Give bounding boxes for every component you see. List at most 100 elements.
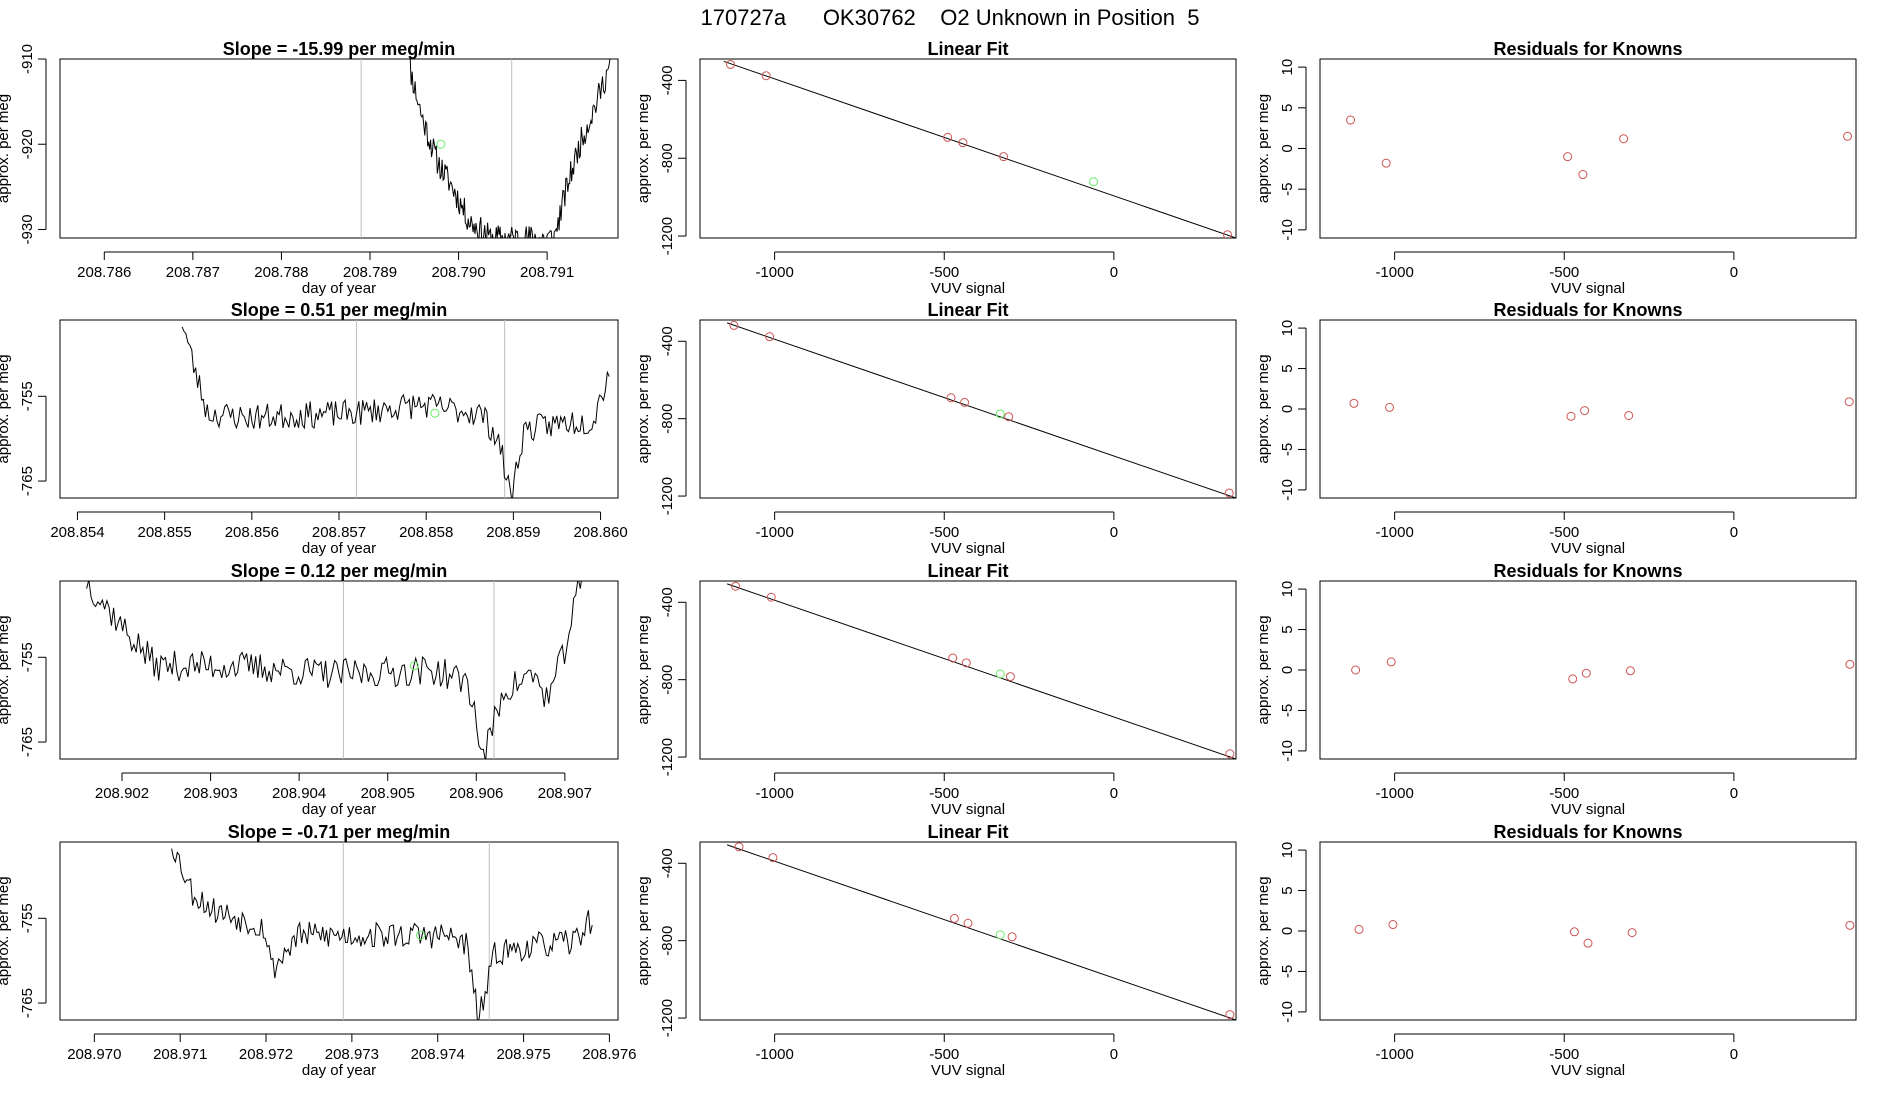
page-title: 170727a OK30762 O2 Unknown in Position 5 — [701, 5, 1200, 30]
x-tick-label: 208.904 — [272, 785, 326, 802]
x-tick-label: -500 — [1549, 524, 1579, 541]
x-tick-label: 208.902 — [95, 785, 149, 802]
y-tick-label: -1200 — [659, 477, 676, 515]
y-axis-label: approx. per meg — [1255, 615, 1272, 724]
plot-area — [360, 59, 611, 238]
x-tick-label: -1000 — [1375, 1046, 1413, 1063]
y-tick-label: -10 — [1279, 740, 1296, 762]
x-tick-label: 208.976 — [582, 1046, 636, 1063]
fit-line — [723, 60, 1236, 238]
plot-frame — [699, 58, 1237, 239]
residual-point — [1581, 668, 1591, 678]
x-tick-label: -500 — [929, 524, 959, 541]
unknown-point — [995, 669, 1005, 679]
plot-frame — [59, 841, 619, 1021]
y-tick-label: -400 — [659, 65, 676, 95]
y-tick-label: -10 — [1279, 219, 1296, 241]
signal-trace — [181, 326, 610, 498]
y-tick-label: -800 — [659, 665, 676, 695]
x-tick-label: 208.974 — [411, 1046, 465, 1063]
plot-area — [86, 581, 582, 759]
x-tick-label: -1000 — [1375, 524, 1413, 541]
residual-point — [1346, 115, 1356, 125]
plot-area — [726, 581, 1236, 759]
y-axis-label: approx. per meg — [0, 94, 12, 203]
plot-title: Linear Fit — [927, 300, 1008, 320]
residual-point — [1388, 920, 1398, 930]
panel-fit-0: Linear Fit -1000 -500 0 VUV signal -1200 -800 -… — [635, 39, 1237, 297]
known-point — [731, 581, 741, 591]
x-tick-label: 208.972 — [239, 1046, 293, 1063]
y-tick-label: -755 — [19, 642, 36, 672]
plot-frame — [1319, 580, 1857, 760]
y-tick-label: -400 — [659, 848, 676, 878]
x-tick-label: 208.903 — [183, 785, 237, 802]
y-tick-label: -765 — [19, 466, 36, 496]
residual-point — [1569, 927, 1579, 937]
x-tick-label: 208.786 — [77, 264, 131, 281]
plot-area — [171, 842, 593, 1020]
known-point — [943, 132, 953, 142]
x-axis-label: day of year — [302, 280, 376, 297]
known-point — [734, 842, 744, 852]
x-tick-label: 0 — [1110, 264, 1118, 281]
known-point — [958, 138, 968, 148]
panel-fit-3: Linear Fit -1000 -500 0 VUV signal -1200 -800 -… — [635, 822, 1237, 1079]
x-tick-label: 208.859 — [486, 524, 540, 541]
plot-title: Linear Fit — [927, 39, 1008, 59]
x-tick-label: -1000 — [755, 785, 793, 802]
x-tick-label: 0 — [1110, 1046, 1118, 1063]
y-tick-label: 0 — [1279, 144, 1296, 152]
plot-area — [1354, 920, 1855, 948]
y-tick-label: -765 — [19, 988, 36, 1018]
y-axis-label: approx. per meg — [635, 354, 652, 463]
x-tick-label: 208.905 — [361, 785, 415, 802]
y-tick-label: -800 — [659, 143, 676, 173]
plot-frame — [699, 319, 1237, 499]
known-point — [960, 397, 970, 407]
y-tick-label: -755 — [19, 903, 36, 933]
known-point — [1223, 230, 1233, 238]
y-tick-label: 5 — [1279, 104, 1296, 112]
known-point — [1225, 749, 1235, 759]
residual-point — [1563, 152, 1573, 162]
residual-point — [1578, 170, 1588, 180]
y-tick-label: -5 — [1279, 183, 1296, 196]
x-axis-label: day of year — [302, 801, 376, 818]
x-tick-label: 0 — [1730, 524, 1738, 541]
y-axis-label: approx. per meg — [635, 94, 652, 203]
x-axis-label: VUV signal — [931, 540, 1005, 557]
x-tick-label: -500 — [929, 1046, 959, 1063]
x-axis-label: VUV signal — [931, 1062, 1005, 1079]
x-tick-label: 208.971 — [153, 1046, 207, 1063]
y-tick-label: -755 — [19, 381, 36, 411]
y-tick-label: -10 — [1279, 479, 1296, 501]
unknown-point — [416, 930, 426, 940]
x-tick-label: -500 — [1549, 785, 1579, 802]
plot-title: Residuals for Knowns — [1493, 300, 1682, 320]
known-point — [1224, 488, 1234, 498]
plot-frame — [1319, 841, 1857, 1021]
known-point — [946, 393, 956, 403]
plot-frame — [59, 58, 619, 239]
panel-time-2: Slope = 0.12 per meg/min 208.902 208.903 20… — [0, 561, 619, 818]
signal-trace — [171, 848, 593, 1020]
x-tick-label: 0 — [1730, 264, 1738, 281]
known-point — [1005, 672, 1015, 682]
residual-point — [1627, 928, 1637, 938]
y-tick-label: -800 — [659, 404, 676, 434]
panel-resid-3: Residuals for Knowns -1000 -500 0 VUV signal… — [1255, 822, 1857, 1079]
panel-fit-2: Linear Fit -1000 -500 0 VUV signal -1200 -800 -… — [635, 561, 1237, 818]
panel-time-0: Slope = -15.99 per meg/min 208.786 208.787… — [0, 39, 619, 297]
x-tick-label: 208.907 — [538, 785, 592, 802]
residual-point — [1381, 158, 1391, 168]
fit-line — [726, 844, 1236, 1020]
y-tick-label: -1200 — [659, 217, 676, 255]
residual-point — [1844, 397, 1854, 407]
unknown-point — [1089, 177, 1099, 187]
residual-point — [1624, 410, 1634, 420]
known-point — [1007, 932, 1017, 942]
fit-line — [726, 583, 1236, 759]
fit-line — [726, 322, 1236, 498]
y-tick-label: 5 — [1279, 364, 1296, 372]
